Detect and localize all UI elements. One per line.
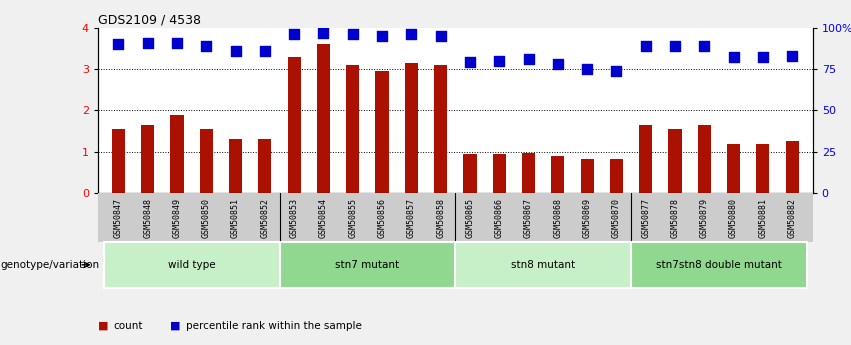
Text: GSM50881: GSM50881 xyxy=(758,198,768,238)
Bar xyxy=(317,44,330,193)
Point xyxy=(493,58,506,63)
Text: GSM50867: GSM50867 xyxy=(524,198,533,238)
Point xyxy=(288,31,301,37)
Point xyxy=(463,60,477,65)
Bar xyxy=(463,154,477,193)
Point xyxy=(609,68,623,73)
Bar xyxy=(170,115,184,193)
Text: GSM50878: GSM50878 xyxy=(671,198,679,238)
Point xyxy=(375,33,389,39)
Point xyxy=(668,43,682,49)
Point xyxy=(522,56,535,62)
Bar xyxy=(200,129,213,193)
Text: stn7stn8 double mutant: stn7stn8 double mutant xyxy=(656,260,782,270)
Point xyxy=(317,30,330,35)
Point xyxy=(639,43,653,49)
Text: GSM50868: GSM50868 xyxy=(553,198,563,238)
Text: GSM50857: GSM50857 xyxy=(407,198,416,238)
Text: GSM50849: GSM50849 xyxy=(173,198,181,238)
Bar xyxy=(551,156,564,193)
Text: GSM50865: GSM50865 xyxy=(465,198,475,238)
Bar xyxy=(580,159,594,193)
Point xyxy=(170,40,184,45)
Bar xyxy=(522,153,535,193)
Text: GSM50847: GSM50847 xyxy=(114,198,123,238)
Point xyxy=(434,33,448,39)
Bar xyxy=(493,154,505,193)
Bar xyxy=(141,125,154,193)
Text: GSM50858: GSM50858 xyxy=(436,198,445,238)
Text: stn7 mutant: stn7 mutant xyxy=(335,260,399,270)
Text: GSM50877: GSM50877 xyxy=(641,198,650,238)
Text: GSM50856: GSM50856 xyxy=(378,198,386,238)
Text: GSM50866: GSM50866 xyxy=(494,198,504,238)
Text: GSM50869: GSM50869 xyxy=(583,198,591,238)
Bar xyxy=(434,65,448,193)
Text: GSM50851: GSM50851 xyxy=(231,198,240,238)
Text: genotype/variation: genotype/variation xyxy=(1,260,100,270)
Text: GSM50882: GSM50882 xyxy=(788,198,797,238)
Point xyxy=(199,43,213,49)
Point xyxy=(141,40,155,45)
Point xyxy=(346,31,360,37)
Text: GSM50850: GSM50850 xyxy=(202,198,211,238)
Text: GSM50852: GSM50852 xyxy=(260,198,270,238)
Point xyxy=(756,55,769,60)
Point xyxy=(698,43,711,49)
Text: count: count xyxy=(113,321,143,331)
Bar xyxy=(631,241,807,288)
Bar xyxy=(229,139,243,193)
Point xyxy=(404,31,418,37)
Bar xyxy=(375,71,389,193)
Point xyxy=(229,48,243,53)
Text: wild type: wild type xyxy=(168,260,215,270)
Text: GDS2109 / 4538: GDS2109 / 4538 xyxy=(98,14,201,27)
Bar xyxy=(610,159,623,193)
Bar xyxy=(111,129,125,193)
Text: GSM50848: GSM50848 xyxy=(143,198,152,238)
Bar xyxy=(104,241,279,288)
Bar xyxy=(288,57,300,193)
Bar xyxy=(698,125,711,193)
Text: ■: ■ xyxy=(98,321,108,331)
Point xyxy=(551,61,564,67)
Text: GSM50880: GSM50880 xyxy=(729,198,738,238)
Text: percentile rank within the sample: percentile rank within the sample xyxy=(186,321,362,331)
Point xyxy=(727,55,740,60)
Text: GSM50853: GSM50853 xyxy=(289,198,299,238)
Bar xyxy=(279,241,455,288)
Text: stn8 mutant: stn8 mutant xyxy=(511,260,575,270)
Text: GSM50854: GSM50854 xyxy=(319,198,328,238)
Bar xyxy=(455,241,631,288)
Text: ■: ■ xyxy=(170,321,180,331)
Bar xyxy=(727,144,740,193)
Bar xyxy=(346,65,359,193)
Bar xyxy=(258,139,271,193)
Bar xyxy=(668,129,682,193)
Text: GSM50879: GSM50879 xyxy=(700,198,709,238)
Text: GSM50870: GSM50870 xyxy=(612,198,621,238)
Bar xyxy=(785,141,799,193)
Point xyxy=(580,66,594,72)
Point xyxy=(111,41,125,47)
Bar xyxy=(405,63,418,193)
Point xyxy=(785,53,799,59)
Bar xyxy=(639,125,653,193)
Bar xyxy=(757,144,769,193)
Text: GSM50855: GSM50855 xyxy=(348,198,357,238)
Point xyxy=(258,48,271,53)
